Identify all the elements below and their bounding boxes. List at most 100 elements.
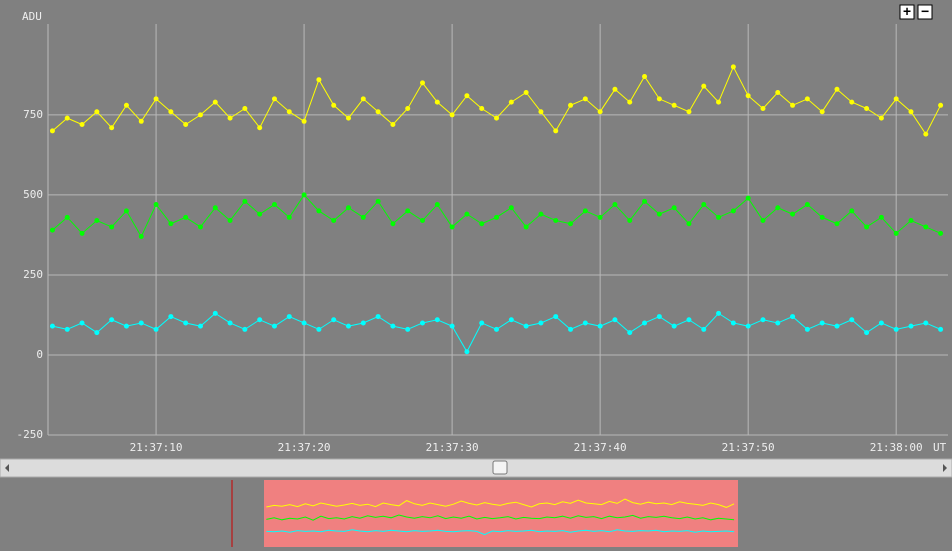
data-point (656, 211, 662, 217)
data-point (420, 218, 426, 224)
data-point (701, 83, 707, 89)
data-point (804, 202, 810, 208)
data-point (94, 330, 100, 336)
data-point (804, 96, 810, 102)
data-point (938, 230, 944, 236)
data-point (360, 214, 366, 220)
data-point (908, 323, 914, 329)
data-point (745, 195, 751, 201)
data-point (345, 323, 351, 329)
data-point (834, 323, 840, 329)
data-point (449, 323, 455, 329)
data-point (775, 205, 781, 211)
x-tick-label: 21:38:00 (870, 441, 923, 454)
data-point (64, 326, 70, 332)
data-point (790, 211, 796, 217)
data-point (197, 112, 203, 118)
data-point (538, 320, 544, 326)
data-point (849, 317, 855, 323)
data-point (331, 218, 337, 224)
data-point (790, 314, 796, 320)
data-point (301, 118, 307, 124)
data-point (568, 102, 574, 108)
data-point (375, 198, 381, 204)
data-point (153, 202, 159, 208)
data-point (464, 93, 470, 99)
data-point (745, 93, 751, 99)
data-point (686, 317, 692, 323)
data-point (79, 320, 85, 326)
y-tick-label: 250 (23, 268, 43, 281)
data-point (508, 205, 514, 211)
data-point (168, 109, 174, 115)
data-point (301, 192, 307, 198)
data-point (597, 214, 603, 220)
plot-background (0, 0, 952, 458)
data-point (242, 106, 248, 112)
data-point (49, 323, 55, 329)
zoom-in-label[interactable]: + (903, 5, 911, 20)
data-point (893, 96, 899, 102)
zoom-out-button[interactable] (917, 4, 933, 20)
data-point (301, 320, 307, 326)
data-point (494, 326, 500, 332)
scroll-thumb[interactable] (492, 460, 508, 475)
data-point (730, 64, 736, 70)
data-point (286, 109, 292, 115)
data-point (464, 211, 470, 217)
data-point (745, 323, 751, 329)
data-point (331, 102, 337, 108)
data-point (123, 208, 129, 214)
data-point (153, 326, 159, 332)
scroll-right[interactable] (943, 464, 947, 472)
scrollbar[interactable] (0, 458, 952, 478)
data-point (582, 208, 588, 214)
zoom-out-label[interactable]: − (921, 5, 929, 20)
data-point (538, 109, 544, 115)
scroll-left[interactable] (5, 464, 9, 472)
data-point (390, 323, 396, 329)
data-point (464, 349, 470, 355)
data-point (790, 102, 796, 108)
data-point (553, 218, 559, 224)
data-point (923, 131, 929, 137)
data-point (212, 205, 218, 211)
data-point (123, 102, 129, 108)
data-point (257, 125, 263, 131)
data-point (538, 211, 544, 217)
data-point (908, 109, 914, 115)
data-point (316, 77, 322, 83)
data-point (775, 320, 781, 326)
data-point (582, 96, 588, 102)
data-point (627, 330, 633, 336)
data-point (878, 320, 884, 326)
data-point (819, 214, 825, 220)
data-point (390, 122, 396, 128)
x-axis-label: UT (933, 441, 947, 454)
data-point (864, 330, 870, 336)
zoom-in-button[interactable] (899, 4, 915, 20)
data-point (405, 208, 411, 214)
data-point (434, 202, 440, 208)
data-point (227, 218, 233, 224)
data-point (434, 317, 440, 323)
data-point (49, 227, 55, 233)
y-tick-label: 500 (23, 188, 43, 201)
data-point (123, 323, 129, 329)
data-point (582, 320, 588, 326)
overview-selection[interactable] (264, 480, 738, 547)
data-point (627, 99, 633, 105)
data-point (612, 317, 618, 323)
x-tick-label: 21:37:20 (278, 441, 331, 454)
data-point (479, 106, 485, 112)
data-point (257, 317, 263, 323)
data-point (49, 128, 55, 134)
data-point (390, 221, 396, 227)
data-point (656, 314, 662, 320)
data-point (716, 214, 722, 220)
data-point (449, 224, 455, 230)
data-point (642, 320, 648, 326)
data-point (701, 202, 707, 208)
data-point (864, 224, 870, 230)
